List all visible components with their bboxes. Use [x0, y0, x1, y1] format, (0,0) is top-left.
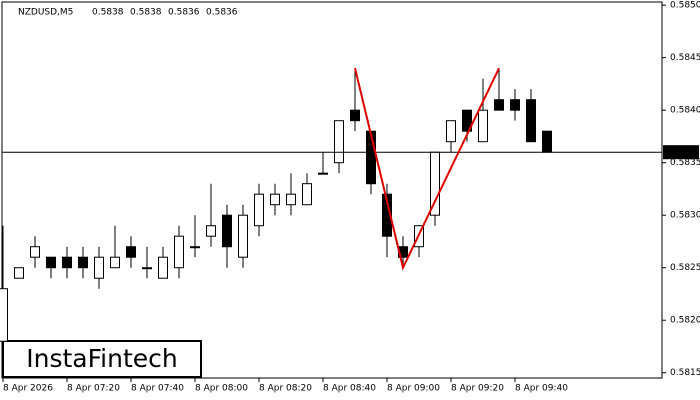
x-tick-label: 8 Apr 09:40 [515, 384, 568, 394]
candle-body [110, 256, 120, 269]
candle-body [62, 256, 72, 269]
x-tick-label: 8 Apr 09:20 [451, 384, 504, 394]
x-tick-label: 8 Apr 08:40 [323, 384, 376, 394]
quote-value: 0.5836 [168, 8, 200, 18]
candle-body [366, 130, 376, 185]
y-tick-label: 0.5825 [670, 263, 700, 273]
logo-box [2, 340, 202, 378]
candle-body [174, 235, 184, 269]
x-tick-label: 8 Apr 09:00 [387, 384, 440, 394]
y-tick-label: 0.5815 [670, 368, 700, 378]
candle-body [206, 225, 216, 237]
candle-body [254, 193, 264, 227]
price-label-box [663, 145, 699, 160]
plot-frame [1, 1, 663, 379]
candle-body [334, 120, 344, 164]
candle-body [14, 267, 24, 279]
candle-body [94, 256, 104, 279]
candle-body [542, 130, 552, 153]
y-tick-label: 0.5850 [670, 1, 700, 11]
candle-body [382, 193, 392, 237]
candle-body [78, 256, 88, 269]
candle-body [0, 288, 8, 342]
logo: InstaFintech [26, 344, 178, 373]
y-tick-label: 0.5840 [670, 106, 700, 116]
price-label: 0.5836 [667, 148, 699, 158]
quote-value: 0.5838 [92, 8, 124, 18]
candle-body [510, 99, 520, 111]
candle-body [190, 246, 200, 249]
candle-body [350, 109, 360, 122]
y-tick-label: 0.5830 [670, 211, 700, 221]
candle-body [46, 256, 56, 269]
x-tick-label: 8 Apr 2026 [3, 384, 53, 394]
x-tick-label: 8 Apr 07:20 [67, 384, 120, 394]
chart-title: NZDUSD,M5 [18, 8, 73, 18]
x-tick-label: 8 Apr 08:00 [195, 384, 248, 394]
candle-body [30, 246, 40, 258]
y-tick-label: 0.5835 [670, 158, 700, 168]
candle-body [270, 193, 280, 206]
candle-body [302, 183, 312, 206]
candle-body [318, 172, 328, 175]
candle-body [462, 109, 472, 132]
candle-body [222, 214, 232, 248]
candle-body [158, 256, 168, 279]
candle-body [478, 109, 488, 143]
x-tick-label: 8 Apr 08:20 [259, 384, 312, 394]
candle-body [446, 120, 456, 143]
candle-body [286, 193, 296, 206]
candle-body [142, 267, 152, 270]
candle-body [238, 214, 248, 258]
candle-body [526, 99, 536, 143]
quote-value: 0.5838 [130, 8, 162, 18]
y-tick-label: 0.5845 [670, 53, 700, 63]
candle-body [494, 99, 504, 111]
y-tick-label: 0.5820 [670, 316, 700, 326]
quote-value: 0.5836 [206, 8, 238, 18]
x-tick-label: 8 Apr 07:40 [131, 384, 184, 394]
candle-body [126, 246, 136, 258]
pattern-line [354, 67, 500, 271]
